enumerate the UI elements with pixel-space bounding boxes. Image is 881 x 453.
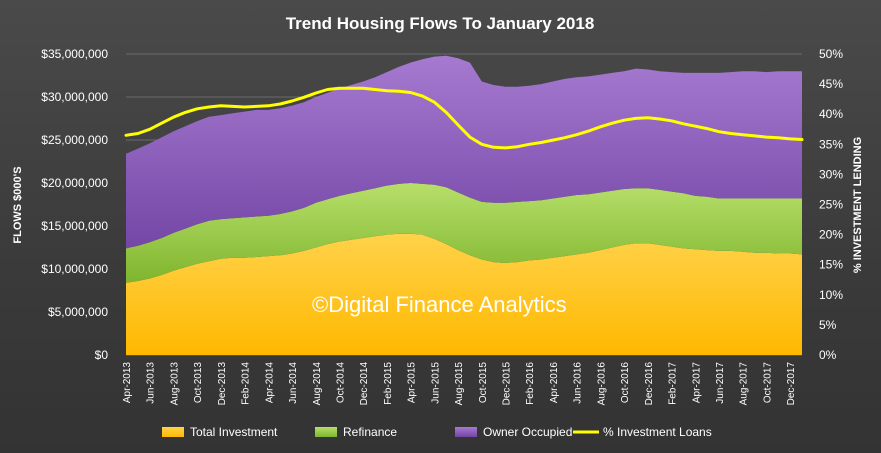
y-axis-left: $0 $5,000,000 $10,000,000 $15,000,000 $20,00… [41,47,108,362]
y-tick-label: $5,000,000 [48,305,108,319]
watermark: ©Digital Finance Analytics [312,292,567,317]
x-tick-label: Dec-2013 [217,362,228,406]
y-tick-label: $35,000,000 [41,47,108,61]
x-tick-label: Jun-2013 [146,362,157,404]
y2-tick-label: 25% [819,198,843,212]
x-tick-label: Oct-2014 [336,362,347,404]
y2-tick-label: 0% [819,348,837,362]
x-tick-label: Oct-2016 [620,362,631,404]
x-tick-label: Oct-2017 [762,362,773,404]
y2-tick-label: 30% [819,167,843,181]
y2-tick-label: 10% [819,288,843,302]
y-tick-label: $20,000,000 [41,176,108,190]
y-tick-label: $0 [95,348,109,362]
x-tick-label: Dec-2016 [644,362,655,406]
x-tick-label: Oct-2013 [193,362,204,404]
x-tick-label: Feb-2015 [383,362,394,405]
x-tick-label: Oct-2015 [478,362,489,404]
x-tick-label: Dec-2014 [359,362,370,406]
y2-tick-label: 20% [819,228,843,242]
legend-swatch-refinance [315,427,337,437]
investment-share-line [124,86,804,150]
x-tick-label: Jun-2015 [430,362,441,404]
chart-title: Trend Housing Flows To January 2018 [286,14,595,33]
y-axis-title: FLOWS $000'S [12,166,24,243]
y2-tick-label: 45% [819,77,843,91]
x-tick-label: Dec-2017 [786,362,797,406]
y2-axis-title: % INVESTMENT LENDING [852,137,864,273]
y2-tick-label: 35% [819,137,843,151]
y-tick-label: $30,000,000 [41,90,108,104]
x-tick-label: Apr-2017 [691,362,702,404]
legend: Total Investment Refinance Owner Occupied%… [162,425,712,439]
x-tick-label: Dec-2015 [502,362,513,406]
line-investment-loans [124,86,804,150]
legend-label-refinance: Refinance [343,425,397,439]
y2-tick-label: 5% [819,318,837,332]
x-tick-label: Aug-2016 [596,362,607,406]
legend-label-total-investment: Total Investment [190,425,278,439]
x-axis: Apr-2013 Jun-2013 Aug-2013 Oct-2013 Dec-2013… [122,362,797,406]
x-tick-label: Apr-2015 [407,362,418,404]
x-tick-label: Apr-2013 [122,362,133,404]
y2-tick-label: 15% [819,258,843,272]
y-tick-label: $15,000,000 [41,219,108,233]
legend-label-investment-loans: % Investment Loans [603,425,712,439]
x-tick-label: Feb-2017 [668,362,679,405]
x-tick-label: Aug-2015 [454,362,465,406]
legend-swatch-total-investment [162,427,184,437]
y-tick-label: $25,000,000 [41,133,108,147]
x-tick-label: Aug-2017 [739,362,750,406]
area-total-investment [126,233,802,355]
stacked-areas [126,55,802,355]
area-owner-occupied [126,55,802,249]
y2-tick-label: 40% [819,107,843,121]
x-tick-label: Feb-2016 [525,362,536,405]
y2-tick-label: 50% [819,47,843,61]
x-tick-label: Feb-2014 [241,362,252,405]
y-axis-right: 0% 5% 10% 15% 20% 25% 30% 35% 40% 45% 50% [819,47,843,362]
x-tick-label: Jun-2017 [715,362,726,404]
legend-swatch-owner-occupied [455,427,477,437]
x-tick-label: Jun-2016 [573,362,584,404]
x-tick-label: Apr-2014 [264,362,275,404]
x-tick-label: Apr-2016 [549,362,560,404]
y-tick-label: $10,000,000 [41,262,108,276]
legend-label-owner-occupied: Owner Occupied [483,425,572,439]
x-tick-label: Aug-2013 [169,362,180,406]
x-tick-label: Aug-2014 [312,362,323,406]
area-refinance [126,183,802,283]
x-tick-label: Jun-2014 [288,362,299,404]
